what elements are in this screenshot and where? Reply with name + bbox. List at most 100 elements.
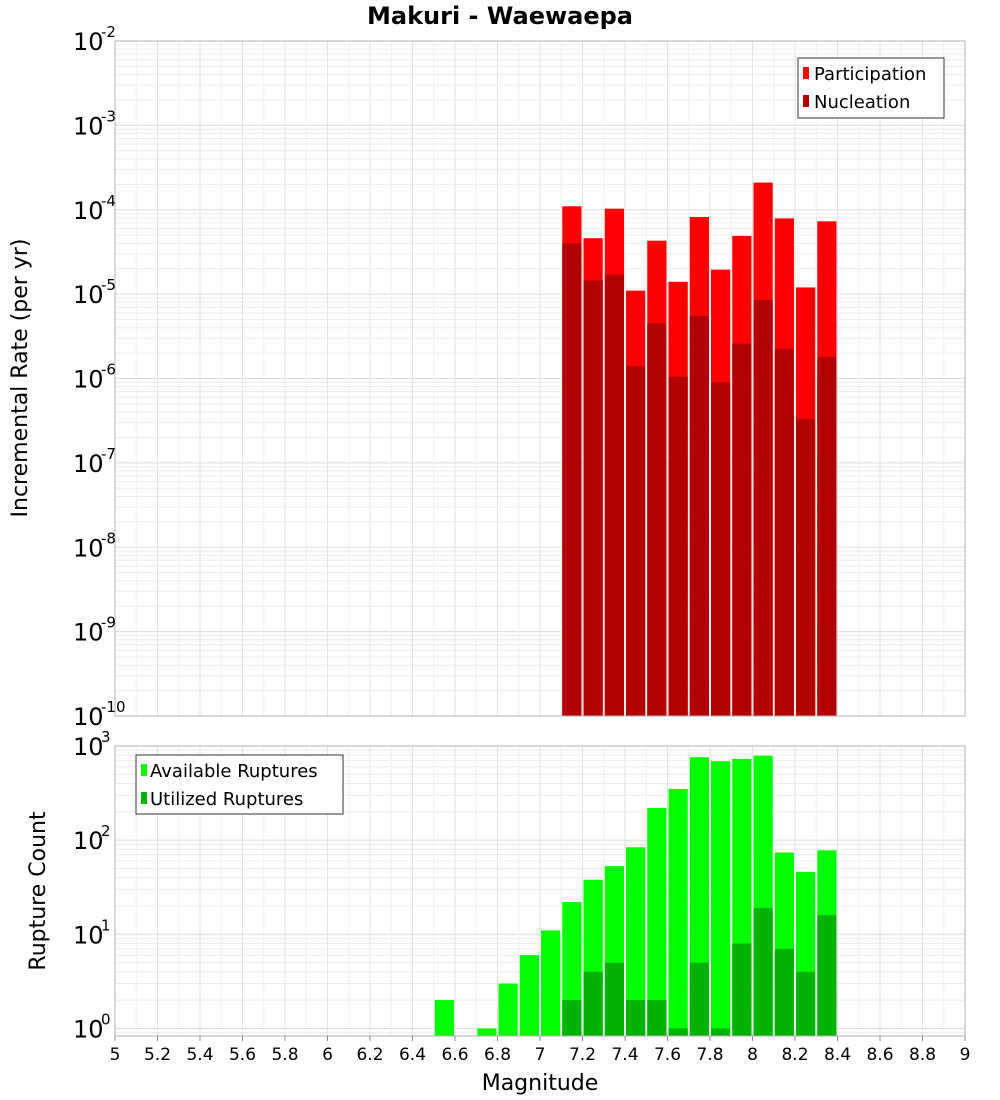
top-y-tick-exponent: -7 (101, 445, 116, 463)
bottom-bar-utilized-ruptures (753, 908, 773, 1036)
bottom-y-tick-base: 10 (73, 1015, 104, 1043)
x-tick-label: 7.4 (611, 1045, 638, 1065)
x-tick-label: 5.8 (271, 1045, 298, 1065)
top-y-tick-exponent: -6 (101, 361, 116, 379)
bottom-bar-utilized-ruptures (689, 962, 709, 1036)
x-tick-label: 5.2 (144, 1045, 171, 1065)
top-y-tick-exponent: -10 (101, 698, 126, 716)
bottom-bar-utilized-ruptures (562, 1000, 582, 1036)
top-bar-nucleation (626, 366, 646, 716)
bottom-bar-utilized-ruptures (668, 1028, 688, 1036)
legend-swatch-available (141, 764, 147, 776)
top-bar-nucleation (689, 316, 709, 716)
top-legend: Participation Nucleation (797, 57, 945, 119)
top-y-tick: 10-2 (73, 23, 116, 56)
top-y-tick-base: 10 (73, 197, 104, 225)
top-y-tick-exponent: -4 (101, 192, 116, 210)
top-bar-nucleation (817, 356, 837, 716)
bottom-bar-utilized-ruptures (774, 948, 794, 1036)
x-tick-label: 9 (960, 1045, 971, 1065)
bottom-bar-utilized-ruptures (604, 962, 624, 1036)
top-bar-nucleation (647, 323, 667, 716)
top-y-tick-exponent: -9 (101, 614, 116, 632)
bottom-y-tick-exponent: 1 (101, 916, 111, 934)
bottom-bar-available-ruptures (477, 1028, 497, 1036)
x-tick-label: 6.8 (484, 1045, 511, 1065)
x-tick-label: 6.6 (441, 1045, 468, 1065)
x-tick-label: 7.6 (654, 1045, 681, 1065)
top-gridlines (114, 40, 966, 717)
x-axis-label: Magnitude (482, 1071, 599, 1096)
top-y-tick-exponent: -8 (101, 529, 116, 547)
top-bar-nucleation (711, 382, 731, 716)
x-tick-label: 7 (535, 1045, 546, 1065)
top-y-tick: 10-7 (73, 445, 116, 478)
bottom-bar-available-ruptures (498, 983, 518, 1036)
bottom-bar-available-ruptures (434, 1000, 454, 1036)
top-y-tick: 10-4 (73, 192, 116, 225)
legend-label-available: Available Ruptures (150, 761, 318, 782)
legend-swatch-participation (803, 67, 809, 79)
top-bar-nucleation (604, 274, 624, 716)
x-tick-label: 8.4 (824, 1045, 851, 1065)
top-legend-box (797, 57, 945, 119)
legend-swatch-utilized (141, 792, 147, 804)
top-bar-nucleation (753, 300, 773, 716)
bottom-legend-box (135, 754, 344, 815)
top-y-tick-exponent: -5 (101, 276, 116, 294)
bottom-bar-available-ruptures (647, 807, 667, 1036)
bottom-legend: Available Ruptures Utilized Ruptures (135, 754, 344, 815)
top-y-tick-base: 10 (73, 619, 104, 647)
top-y-tick: 10-10 (73, 698, 126, 731)
bottom-y-tick: 101 (73, 916, 111, 949)
top-y-tick: 10-8 (73, 529, 116, 562)
bottom-bar-utilized-ruptures (647, 1000, 667, 1036)
bottom-y-tick: 100 (73, 1010, 111, 1043)
bottom-y-axis-label: Rupture Count (26, 811, 51, 971)
x-tick-label: 5.4 (186, 1045, 213, 1065)
top-y-tick: 10-3 (73, 107, 116, 140)
x-tick-label: 5.6 (229, 1045, 256, 1065)
x-tick-label: 6.2 (356, 1045, 383, 1065)
top-y-tick: 10-5 (73, 276, 116, 309)
bottom-y-tick-exponent: 3 (101, 728, 111, 746)
x-tick-label: 5 (110, 1045, 121, 1065)
top-bar-nucleation (796, 419, 816, 716)
top-bar-nucleation (774, 348, 794, 716)
x-tick-label: 7.2 (569, 1045, 596, 1065)
legend-label-nucleation: Nucleation (814, 92, 910, 113)
bottom-bar-available-ruptures (668, 788, 688, 1036)
bottom-bars (434, 755, 837, 1036)
chart-title: Makuri - Waewaepa (367, 2, 633, 30)
top-y-tick-base: 10 (73, 450, 104, 478)
bottom-y-tick-exponent: 0 (101, 1010, 111, 1028)
bottom-bar-utilized-ruptures (796, 971, 816, 1036)
x-tick-label: 8.2 (781, 1045, 808, 1065)
top-y-tick-base: 10 (73, 366, 104, 394)
legend-label-utilized: Utilized Ruptures (150, 789, 303, 810)
top-y-tick-base: 10 (73, 112, 104, 140)
top-y-tick-base: 10 (73, 534, 104, 562)
top-bar-nucleation (583, 280, 603, 716)
top-y-tick-exponent: -3 (101, 107, 116, 125)
x-tick-label: 8 (747, 1045, 758, 1065)
bottom-y-tick: 103 (73, 728, 111, 761)
top-bar-nucleation (732, 343, 752, 716)
bottom-bar-available-ruptures (711, 761, 731, 1036)
top-y-tick: 10-9 (73, 614, 116, 647)
top-plot-frame (114, 40, 966, 717)
bottom-y-tick-base: 10 (73, 921, 104, 949)
bottom-bar-utilized-ruptures (732, 943, 752, 1036)
x-tick-label: 8.6 (866, 1045, 893, 1065)
bottom-bar-available-ruptures (541, 930, 561, 1036)
legend-swatch-nucleation (803, 95, 809, 107)
bottom-bar-utilized-ruptures (817, 915, 837, 1036)
x-tick-label: 6 (322, 1045, 333, 1065)
top-bar-nucleation (562, 243, 582, 717)
top-y-tick-base: 10 (73, 281, 104, 309)
top-bars (562, 182, 837, 717)
